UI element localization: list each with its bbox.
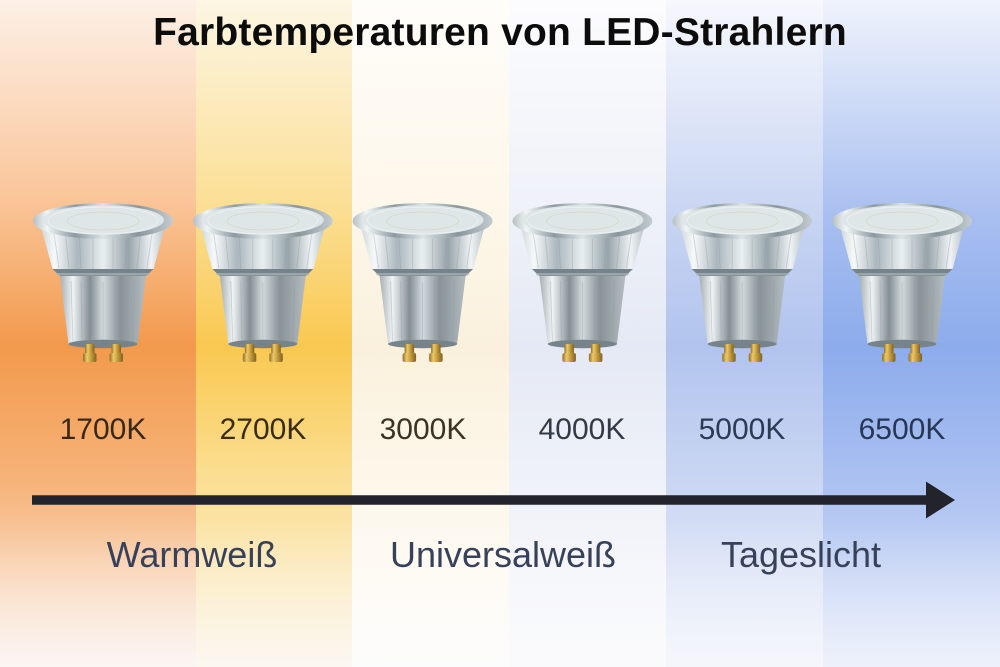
svg-text:Warmweiß: Warmweiß xyxy=(107,534,278,575)
svg-text:Universalweiß: Universalweiß xyxy=(390,534,616,575)
svg-text:Tageslicht: Tageslicht xyxy=(721,534,881,575)
